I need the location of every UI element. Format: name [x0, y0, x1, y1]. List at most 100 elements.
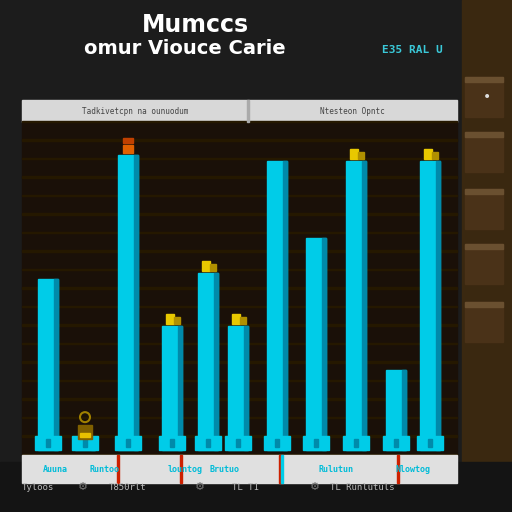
Bar	[343, 436, 369, 450]
Bar	[279, 455, 281, 483]
Bar	[465, 302, 503, 307]
Bar	[170, 439, 174, 447]
Bar	[247, 100, 249, 122]
Text: Tyloos: Tyloos	[22, 482, 54, 492]
Bar	[174, 317, 180, 324]
Text: Auuna: Auuna	[42, 464, 68, 474]
Bar	[465, 132, 503, 137]
Bar	[394, 439, 398, 447]
Bar	[232, 314, 240, 324]
Bar	[22, 250, 457, 251]
Text: E35 RAL U: E35 RAL U	[382, 45, 443, 55]
Bar	[225, 436, 251, 450]
Bar	[75, 441, 95, 450]
Bar	[22, 268, 457, 270]
Bar	[198, 273, 218, 450]
Bar	[465, 77, 503, 117]
Bar	[264, 436, 290, 450]
Bar	[210, 264, 216, 271]
Bar	[462, 0, 512, 462]
Bar	[54, 279, 58, 450]
Text: TL Runlutuls: TL Runlutuls	[330, 482, 394, 492]
Bar	[350, 149, 358, 159]
Text: Rulutun: Rulutun	[318, 464, 353, 474]
Bar	[0, 462, 512, 512]
Bar	[117, 455, 119, 483]
Bar	[22, 343, 457, 344]
Bar	[432, 152, 438, 159]
Bar	[22, 120, 457, 122]
Bar	[244, 326, 248, 450]
Bar	[465, 77, 503, 82]
Bar	[22, 122, 457, 455]
Bar	[346, 161, 366, 450]
Text: T850rlt: T850rlt	[109, 482, 147, 492]
Bar	[22, 398, 457, 399]
Bar	[22, 324, 457, 326]
Bar	[202, 261, 210, 271]
Bar	[35, 436, 61, 450]
Bar	[195, 436, 221, 450]
Bar	[354, 439, 358, 447]
Bar	[78, 425, 92, 439]
Bar	[465, 189, 503, 229]
Bar	[228, 326, 248, 450]
Bar	[214, 273, 218, 450]
Bar	[267, 161, 287, 450]
Bar	[420, 161, 440, 450]
Bar	[72, 436, 98, 450]
Bar	[397, 455, 399, 483]
Bar	[22, 176, 457, 178]
Bar	[417, 436, 443, 450]
Bar	[22, 416, 457, 418]
Bar	[180, 455, 182, 483]
Bar	[22, 100, 457, 122]
Bar	[362, 161, 366, 450]
Bar	[166, 314, 174, 324]
Bar	[118, 155, 138, 450]
Bar	[386, 370, 406, 450]
Bar	[162, 326, 182, 450]
Bar	[22, 231, 457, 233]
Bar	[465, 302, 503, 342]
Bar	[240, 317, 246, 324]
Bar	[80, 433, 90, 437]
Bar	[126, 439, 130, 447]
Bar	[22, 195, 457, 196]
Bar	[123, 145, 133, 153]
Bar	[83, 439, 87, 447]
Bar	[358, 152, 364, 159]
Text: Mumccs: Mumccs	[141, 13, 248, 37]
Bar	[22, 361, 457, 362]
Text: Tadkivetcpn na ounuodum: Tadkivetcpn na ounuodum	[82, 106, 188, 116]
Bar	[436, 161, 440, 450]
Bar	[275, 439, 279, 447]
Bar	[402, 370, 406, 450]
Bar	[206, 439, 210, 447]
Bar	[465, 244, 503, 284]
Bar	[123, 138, 133, 143]
Text: Ntesteon Opntc: Ntesteon Opntc	[320, 106, 385, 116]
Bar	[465, 189, 503, 194]
Bar	[283, 161, 287, 450]
Text: Runtoo: Runtoo	[90, 464, 120, 474]
Bar	[306, 238, 326, 450]
Text: ⚙: ⚙	[310, 482, 320, 492]
Bar	[134, 155, 138, 450]
Bar	[22, 306, 457, 307]
Bar	[383, 436, 409, 450]
Text: Brutuo: Brutuo	[210, 464, 240, 474]
Bar	[281, 455, 283, 483]
Bar	[22, 455, 457, 483]
Bar	[38, 279, 58, 450]
Bar	[465, 132, 503, 172]
Bar	[115, 436, 141, 450]
Bar	[22, 435, 457, 437]
Bar	[322, 238, 326, 450]
Text: Nlowtog: Nlowtog	[395, 464, 431, 474]
Bar	[159, 436, 185, 450]
Bar	[424, 149, 432, 159]
Bar	[465, 244, 503, 249]
Text: lountog: lountog	[167, 464, 203, 474]
Text: ⚙: ⚙	[195, 482, 205, 492]
